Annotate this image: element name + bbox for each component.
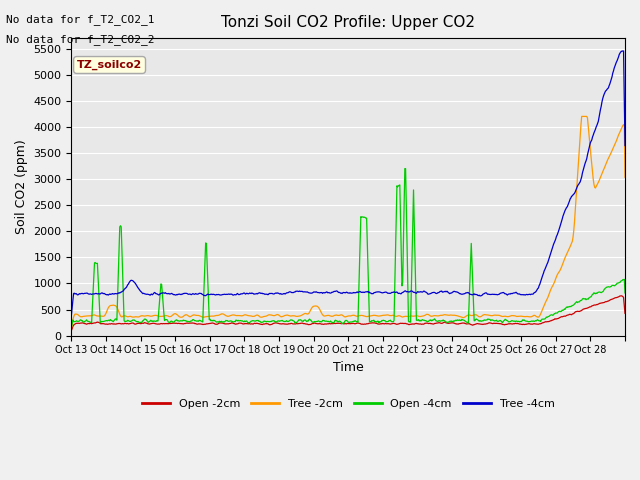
- Open -2cm: [262, 321, 269, 327]
- Open -4cm: [132, 319, 140, 324]
- Open -4cm: [437, 318, 445, 324]
- Tree -2cm: [234, 312, 242, 318]
- Tree -2cm: [283, 312, 291, 318]
- Tree -4cm: [618, 48, 626, 54]
- Open -4cm: [262, 318, 269, 324]
- Open -2cm: [283, 321, 291, 327]
- Tree -2cm: [436, 312, 444, 318]
- X-axis label: Time: Time: [333, 361, 364, 374]
- Tree -2cm: [578, 114, 586, 120]
- Open -4cm: [621, 290, 629, 296]
- Text: No data for f_T2_CO2_1: No data for f_T2_CO2_1: [6, 14, 155, 25]
- Tree -4cm: [262, 291, 269, 297]
- Open -4cm: [401, 166, 409, 171]
- Open -2cm: [436, 320, 444, 326]
- Line: Tree -2cm: Tree -2cm: [72, 117, 625, 328]
- Open -2cm: [405, 322, 413, 327]
- Open -4cm: [234, 317, 242, 323]
- Tree -4cm: [621, 143, 629, 148]
- Open -4cm: [406, 319, 413, 324]
- Legend: Open -2cm, Tree -2cm, Open -4cm, Tree -4cm: Open -2cm, Tree -2cm, Open -4cm, Tree -4…: [138, 395, 559, 414]
- Open -2cm: [621, 311, 629, 316]
- Open -2cm: [68, 327, 76, 333]
- Open -2cm: [132, 321, 140, 327]
- Text: TZ_soilco2: TZ_soilco2: [77, 60, 142, 70]
- Tree -4cm: [283, 290, 291, 296]
- Open -2cm: [618, 293, 625, 299]
- Tree -4cm: [234, 291, 242, 297]
- Open -4cm: [283, 318, 291, 324]
- Tree -2cm: [262, 313, 269, 319]
- Line: Open -4cm: Open -4cm: [72, 168, 625, 327]
- Text: No data for f_T2_CO2_2: No data for f_T2_CO2_2: [6, 34, 155, 45]
- Tree -2cm: [68, 325, 76, 331]
- Line: Tree -4cm: Tree -4cm: [72, 51, 625, 315]
- Tree -2cm: [405, 313, 413, 319]
- Open -4cm: [68, 324, 76, 330]
- Tree -4cm: [436, 288, 444, 294]
- Tree -2cm: [621, 174, 629, 180]
- Tree -4cm: [132, 282, 140, 288]
- Title: Tonzi Soil CO2 Profile: Upper CO2: Tonzi Soil CO2 Profile: Upper CO2: [221, 15, 476, 30]
- Open -2cm: [234, 321, 242, 326]
- Tree -4cm: [68, 312, 76, 318]
- Line: Open -2cm: Open -2cm: [72, 296, 625, 330]
- Tree -4cm: [405, 289, 413, 295]
- Tree -2cm: [132, 314, 140, 320]
- Y-axis label: Soil CO2 (ppm): Soil CO2 (ppm): [15, 140, 28, 234]
